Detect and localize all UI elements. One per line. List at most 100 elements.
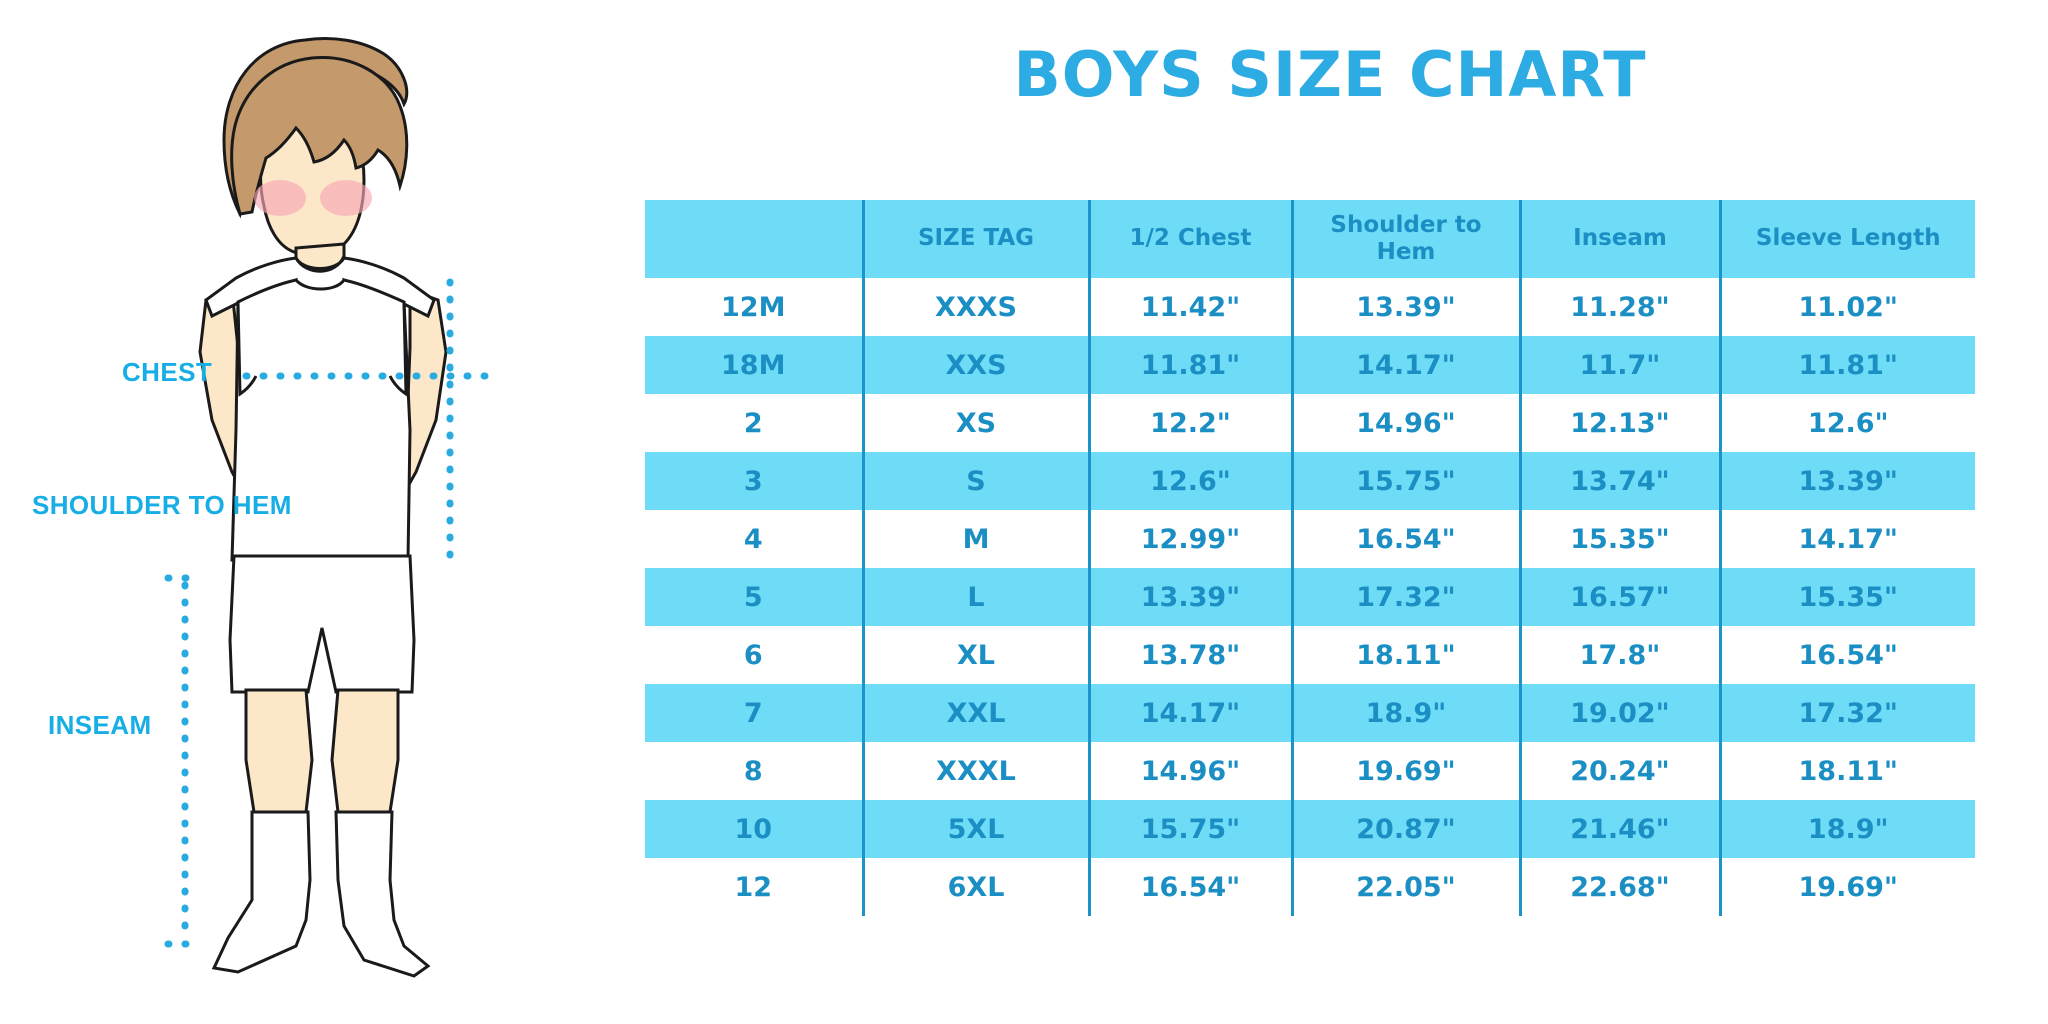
table-header-text: Inseam	[1573, 225, 1667, 252]
table-row: 12 6XL 16.54" 22.05" 22.68" 19.69"	[645, 858, 1975, 916]
table-cell-shoulder-to-hem-col: 15.75"	[1290, 452, 1520, 510]
shorts	[228, 554, 416, 694]
table-cell-inseam-col: 19.02"	[1518, 684, 1720, 742]
table-cell-sleeve-length-col: 18.11"	[1718, 742, 1975, 800]
table-cell-size-tag-col: XXXS	[861, 278, 1089, 336]
table-cell-size-tag-col: XS	[861, 394, 1089, 452]
chest-label: CHEST	[122, 357, 213, 387]
table-row: 5 L 13.39" 17.32" 16.57" 15.35"	[645, 568, 1975, 626]
table-cell-size-tag-col: 5XL	[861, 800, 1089, 858]
table-cell-size-tag-col: XXXL	[861, 742, 1089, 800]
table-cell-size-tag-col: S	[861, 452, 1089, 510]
table-row: 10 5XL 15.75" 20.87" 21.46" 18.9"	[645, 800, 1975, 858]
table-cell-sleeve-length-col: 16.54"	[1718, 626, 1975, 684]
table-cell-inseam-col: 15.35"	[1518, 510, 1720, 568]
table-cell-inseam-col: 11.28"	[1518, 278, 1720, 336]
table-row: 3 S 12.6" 15.75" 13.74" 13.39"	[645, 452, 1975, 510]
table-cell-size-col: 4	[645, 510, 863, 568]
blush-right	[320, 180, 372, 216]
size-table-container: SIZE TAG 1/2 Chest Shoulder to Hem Inseam Sle…	[645, 200, 1975, 916]
table-cell-inseam-col: 11.7"	[1518, 336, 1720, 394]
table-cell-size-col: 18M	[645, 336, 863, 394]
table-body: 12M XXXS 11.42" 13.39" 11.28" 11.02" 18M XXS 11.…	[645, 278, 1975, 916]
table-cell-sleeve-length-col: 15.35"	[1718, 568, 1975, 626]
table-cell-half-chest-col: 14.17"	[1087, 684, 1292, 742]
table-cell-shoulder-to-hem-col: 18.9"	[1290, 684, 1520, 742]
table-cell-size-tag-col: XXL	[861, 684, 1089, 742]
table-header-half-chest-col: 1/2 Chest	[1087, 200, 1292, 278]
table-header-size-col	[645, 200, 863, 278]
table-row: 12M XXXS 11.42" 13.39" 11.28" 11.02"	[645, 278, 1975, 336]
table-cell-size-tag-col: XL	[861, 626, 1089, 684]
table-cell-inseam-col: 21.46"	[1518, 800, 1720, 858]
table-row: 4 M 12.99" 16.54" 15.35" 14.17"	[645, 510, 1975, 568]
inseam-label: INSEAM	[48, 710, 152, 740]
table-header-text: SIZE TAG	[917, 225, 1035, 252]
table-cell-half-chest-col: 16.54"	[1087, 858, 1292, 916]
table-row: 6 XL 13.78" 18.11" 17.8" 16.54"	[645, 626, 1975, 684]
table-cell-shoulder-to-hem-col: 18.11"	[1290, 626, 1520, 684]
tshirt-body	[230, 278, 412, 562]
blush-left	[254, 180, 306, 216]
table-cell-shoulder-to-hem-col: 22.05"	[1290, 858, 1520, 916]
table-cell-size-col: 2	[645, 394, 863, 452]
table-cell-inseam-col: 16.57"	[1518, 568, 1720, 626]
shoulder-to-hem-label: SHOULDER TO HEM	[32, 490, 292, 520]
table-cell-half-chest-col: 12.6"	[1087, 452, 1292, 510]
table-cell-size-col: 10	[645, 800, 863, 858]
table-cell-shoulder-to-hem-col: 13.39"	[1290, 278, 1520, 336]
table-cell-half-chest-col: 12.2"	[1087, 394, 1292, 452]
table-cell-half-chest-col: 11.81"	[1087, 336, 1292, 394]
table-cell-inseam-col: 20.24"	[1518, 742, 1720, 800]
table-cell-shoulder-to-hem-col: 16.54"	[1290, 510, 1520, 568]
table-cell-inseam-col: 17.8"	[1518, 626, 1720, 684]
boy-figure-illustration	[164, 37, 494, 978]
table-cell-sleeve-length-col: 19.69"	[1718, 858, 1975, 916]
table-cell-sleeve-length-col: 13.39"	[1718, 452, 1975, 510]
table-row: 2 XS 12.2" 14.96" 12.13" 12.6"	[645, 394, 1975, 452]
sock-right	[334, 810, 431, 978]
table-cell-sleeve-length-col: 17.32"	[1718, 684, 1975, 742]
boy-illustration-panel: CHEST SHOULDER TO HEM INSEAM	[0, 0, 645, 1024]
table-cell-shoulder-to-hem-col: 14.17"	[1290, 336, 1520, 394]
table-header-text: Sleeve Length	[1755, 225, 1941, 252]
leg-right	[330, 688, 400, 814]
leg-left	[244, 688, 314, 814]
table-header-size-tag-col: SIZE TAG	[861, 200, 1089, 278]
table-cell-sleeve-length-col: 12.6"	[1718, 394, 1975, 452]
table-header-row: SIZE TAG 1/2 Chest Shoulder to Hem Inseam Sle…	[645, 200, 1975, 278]
table-row: 18M XXS 11.81" 14.17" 11.7" 11.81"	[645, 336, 1975, 394]
table-cell-inseam-col: 22.68"	[1518, 858, 1720, 916]
sock-left	[211, 810, 312, 974]
sleeve-seam-left	[236, 301, 258, 397]
table-cell-half-chest-col: 13.78"	[1087, 626, 1292, 684]
table-cell-size-tag-col: L	[861, 568, 1089, 626]
table-header-shoulder-to-hem-col: Shoulder to Hem	[1290, 200, 1520, 278]
table-cell-inseam-col: 13.74"	[1518, 452, 1720, 510]
table-row: 8 XXXL 14.96" 19.69" 20.24" 18.11"	[645, 742, 1975, 800]
table-cell-size-col: 12	[645, 858, 863, 916]
table-header-text: Shoulder to	[1330, 211, 1482, 238]
table-cell-sleeve-length-col: 14.17"	[1718, 510, 1975, 568]
table-cell-sleeve-length-col: 18.9"	[1718, 800, 1975, 858]
table-cell-size-tag-col: 6XL	[861, 858, 1089, 916]
size-table: SIZE TAG 1/2 Chest Shoulder to Hem Inseam Sle…	[645, 200, 1975, 916]
table-cell-half-chest-col: 12.99"	[1087, 510, 1292, 568]
page-title: BOYS SIZE CHART	[1013, 38, 1647, 111]
table-row: 7 XXL 14.17" 18.9" 19.02" 17.32"	[645, 684, 1975, 742]
table-cell-half-chest-col: 15.75"	[1087, 800, 1292, 858]
table-header-sleeve-length-col: Sleeve Length	[1718, 200, 1975, 278]
table-cell-sleeve-length-col: 11.02"	[1718, 278, 1975, 336]
table-header-text: 1/2 Chest	[1129, 225, 1252, 252]
sleeve-seam-right	[388, 301, 408, 397]
table-cell-size-col: 12M	[645, 278, 863, 336]
table-cell-size-tag-col: M	[861, 510, 1089, 568]
table-cell-half-chest-col: 13.39"	[1087, 568, 1292, 626]
table-cell-size-col: 6	[645, 626, 863, 684]
shirt-collar	[294, 255, 346, 273]
table-cell-size-tag-col: XXS	[861, 336, 1089, 394]
table-cell-shoulder-to-hem-col: 20.87"	[1290, 800, 1520, 858]
table-header-text: Hem	[1376, 239, 1436, 265]
table-cell-half-chest-col: 11.42"	[1087, 278, 1292, 336]
table-cell-half-chest-col: 14.96"	[1087, 742, 1292, 800]
